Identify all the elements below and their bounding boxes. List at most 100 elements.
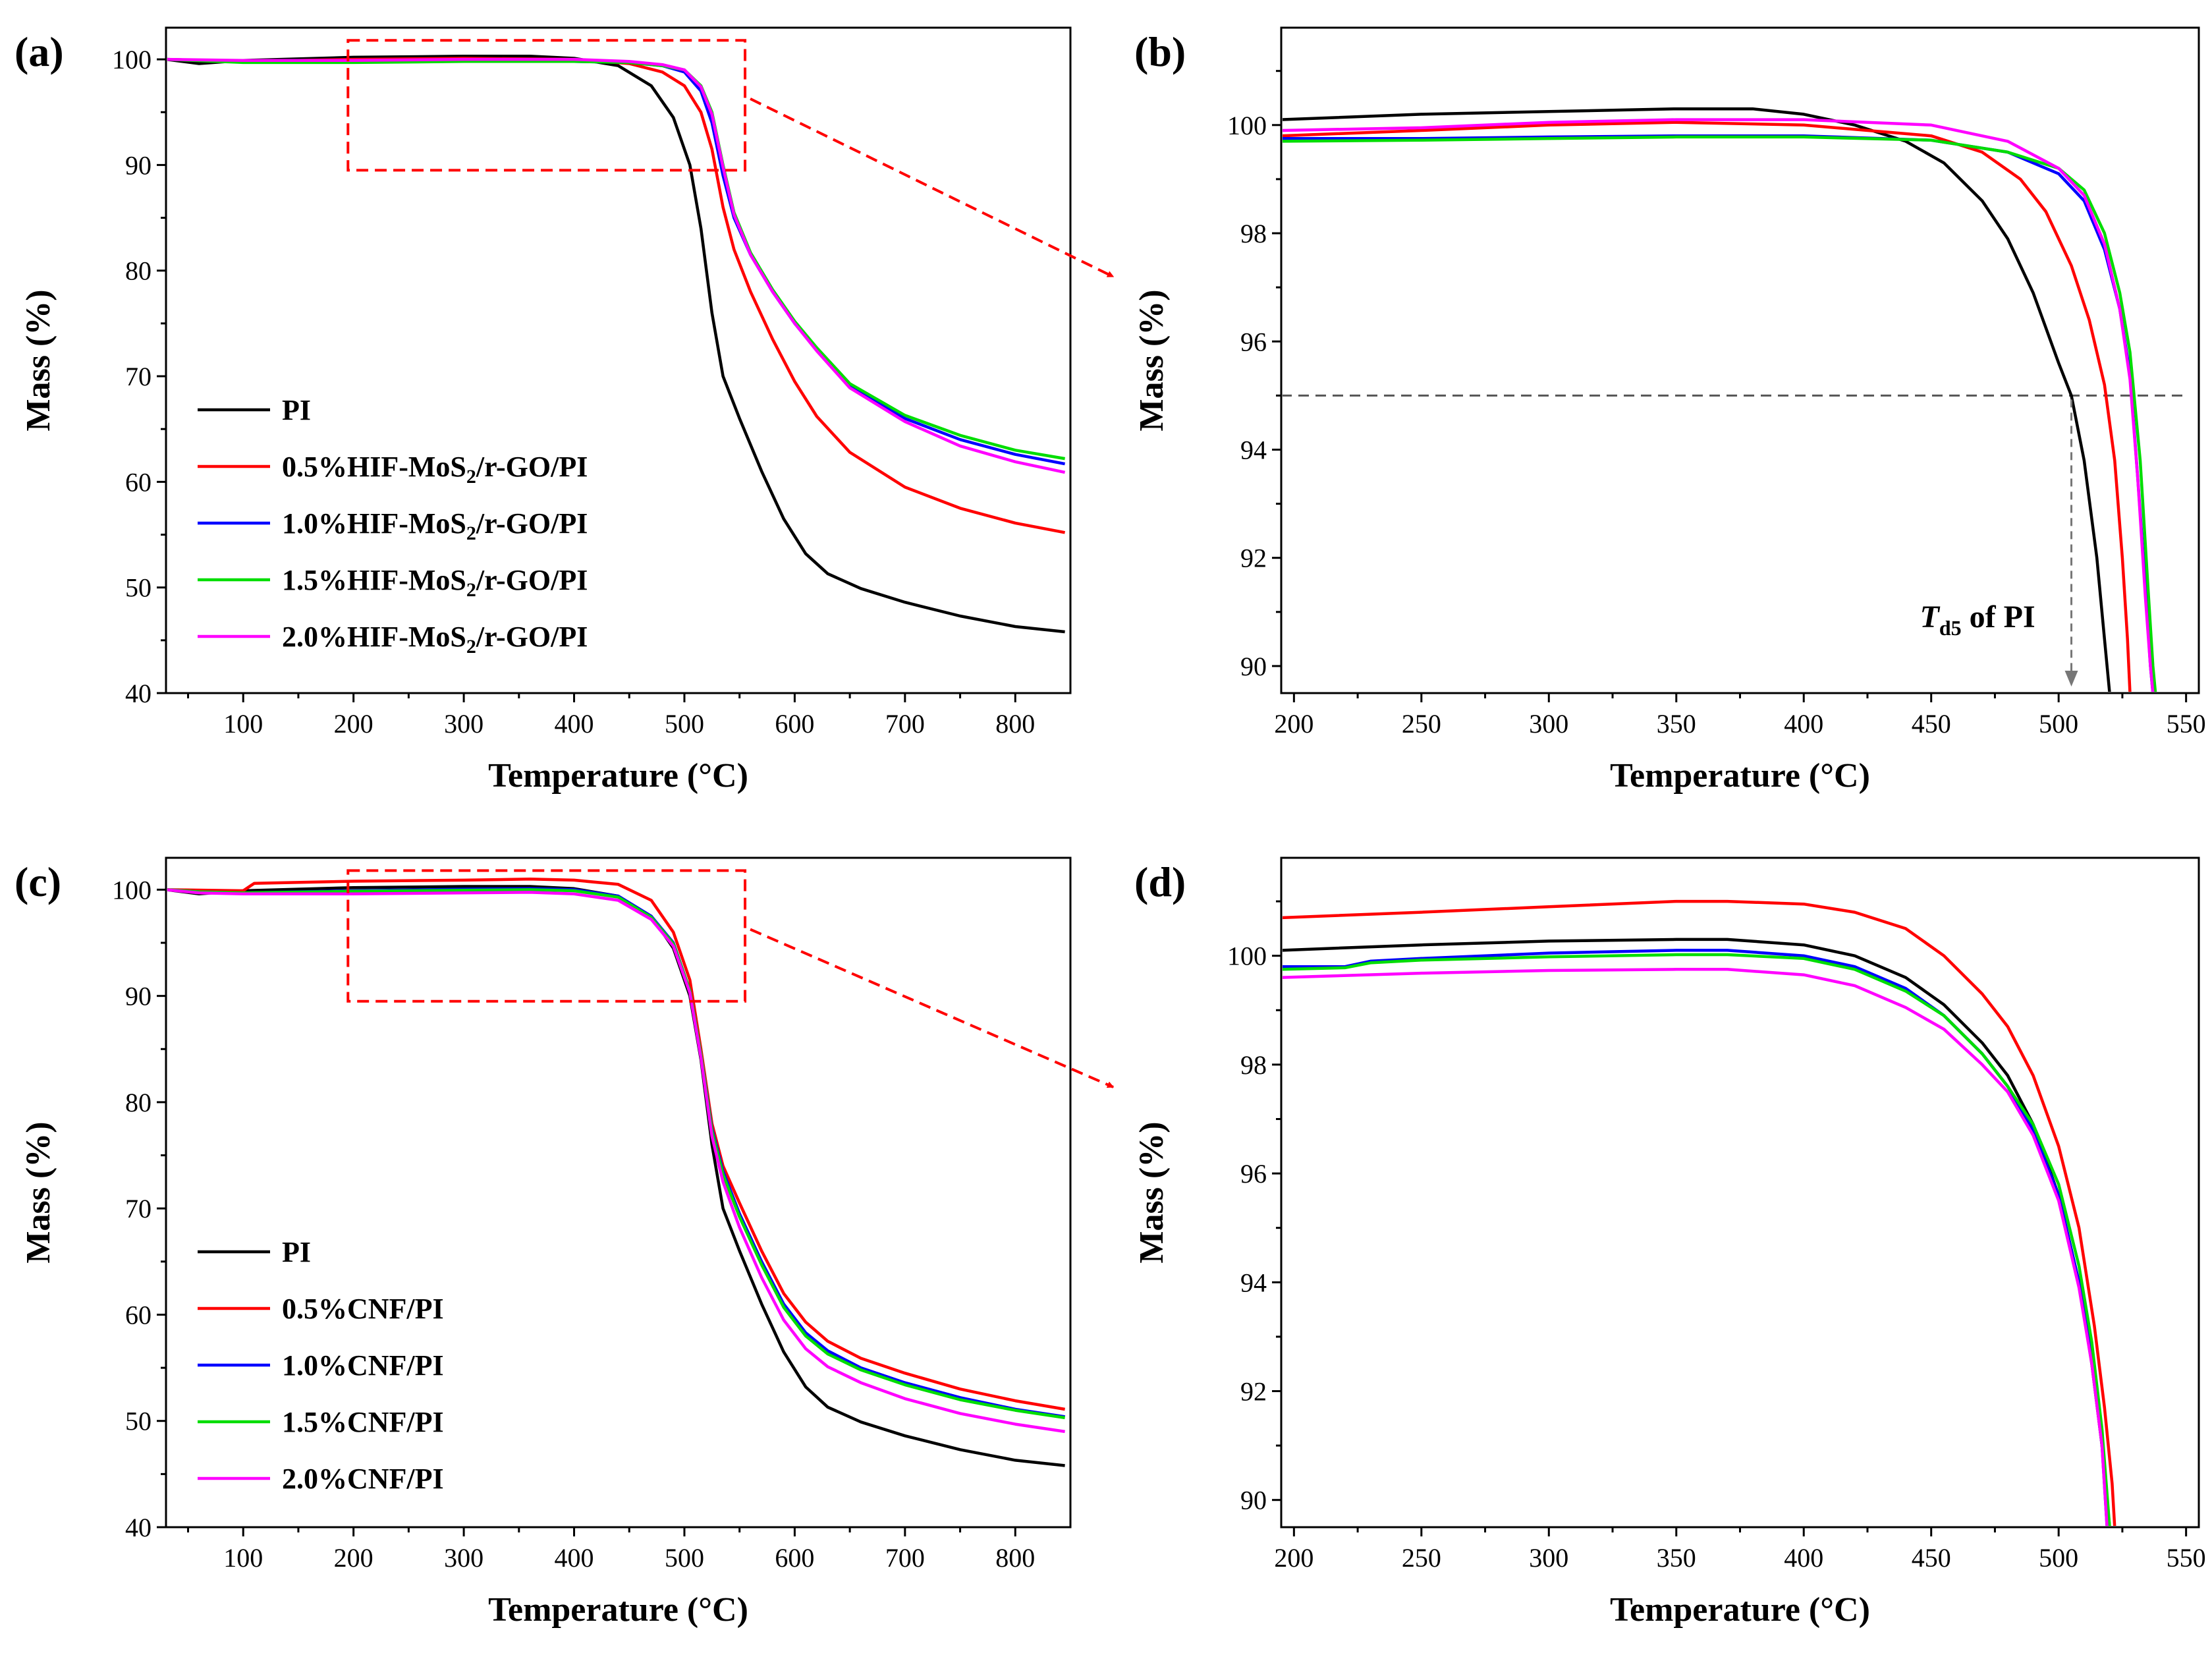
legend: PI 0.5%HIF-MoS2/r-GO/PI 1.0%HIF-MoS2/r-GO/…	[198, 394, 588, 658]
x-tick-label: 300	[1529, 1543, 1568, 1573]
zoom-arrow	[750, 928, 1113, 1087]
legend-label-5: 2.0%CNF/PI	[282, 1463, 444, 1495]
y-tick-label: 100	[1227, 111, 1267, 140]
x-tick-label: 800	[995, 1543, 1035, 1573]
x-tick-label: 500	[665, 1543, 704, 1573]
series-line-3	[1283, 949, 2109, 1526]
x-tick-label: 400	[1784, 709, 1823, 739]
series-line-2	[167, 878, 1065, 1411]
x-tick-label: 350	[1657, 1543, 1696, 1573]
y-tick-label: 60	[125, 467, 152, 497]
y-tick-label: 70	[125, 1194, 152, 1223]
legend-label-2: 0.5%HIF-MoS2/r-GO/PI	[282, 451, 588, 488]
x-tick-label: 200	[1274, 709, 1313, 739]
series-line-1	[167, 55, 1065, 634]
legend: PI 0.5%CNF/PI 1.0%CNF/PI 1.5%CNF/PI 2.0%CNF/…	[198, 1236, 444, 1495]
y-tick-label: 92	[1240, 1376, 1267, 1406]
plot-area	[167, 878, 1065, 1467]
y-tick-label: 90	[1240, 1486, 1267, 1515]
legend-label-4: 1.5%HIF-MoS2/r-GO/PI	[282, 564, 588, 601]
x-tick-label: 250	[1402, 1543, 1441, 1573]
y-tick-label: 96	[1240, 327, 1267, 356]
series-line-1	[1283, 107, 2111, 692]
x-tick-label: 300	[444, 1543, 484, 1573]
legend-label-1: PI	[282, 1236, 311, 1268]
series-line-2	[1283, 899, 2116, 1526]
x-tick-label: 400	[555, 709, 594, 739]
panel-label: (a)	[14, 28, 64, 75]
y-axis-label: Mass (%)	[1133, 289, 1171, 431]
x-tick-label: 200	[1274, 1543, 1313, 1573]
panel-2: 200 250 300 350 400 450 500 550 90 92 94 96 98 100 Tem…	[1133, 26, 2206, 795]
x-axis-label: Temperature (°C)	[1610, 1591, 1870, 1629]
y-tick-label: 40	[125, 1513, 152, 1542]
series-line-5	[167, 57, 1066, 474]
series-line-5	[1283, 118, 2155, 692]
x-tick-label: 250	[1402, 709, 1441, 739]
x-tick-label: 100	[223, 709, 263, 739]
series-line-5	[1283, 968, 2109, 1526]
legend-label-4: 1.5%CNF/PI	[282, 1406, 444, 1438]
x-axis-label: Temperature (°C)	[488, 757, 748, 795]
y-tick-label: 100	[112, 45, 152, 74]
y-tick-label: 90	[125, 150, 152, 180]
x-tick-label: 350	[1657, 709, 1696, 739]
y-tick-label: 70	[125, 362, 152, 391]
legend-label-1: PI	[282, 394, 311, 426]
x-tick-label: 300	[444, 709, 484, 739]
x-tick-label: 450	[1912, 709, 1951, 739]
series-line-4	[167, 888, 1065, 1420]
x-tick-label: 500	[2039, 709, 2078, 739]
x-tick-label: 550	[2167, 709, 2206, 739]
y-axis-label: Mass (%)	[20, 1121, 57, 1263]
legend-label-3: 1.0%HIF-MoS2/r-GO/PI	[282, 507, 588, 544]
x-tick-label: 550	[2167, 1543, 2206, 1573]
series-line-4	[1283, 953, 2111, 1526]
legend-label-5: 2.0%HIF-MoS2/r-GO/PI	[282, 621, 588, 658]
td5-arrow-head	[2064, 671, 2078, 687]
plot-area	[1283, 899, 2116, 1526]
y-tick-label: 80	[125, 256, 152, 286]
series-line-2	[1283, 121, 2132, 692]
panel-1: 100 200 300 400 500 600 700 800 40 50 60 70 80 90 100 T…	[14, 26, 1072, 795]
y-tick-label: 80	[125, 1088, 152, 1117]
x-tick-label: 600	[775, 709, 814, 739]
panel-3: 100 200 300 400 500 600 700 800 40 50 60 70 80 90 100 T…	[14, 856, 1072, 1629]
zoom-box	[346, 39, 747, 172]
y-tick-label: 94	[1240, 1268, 1267, 1297]
y-tick-label: 98	[1240, 1050, 1267, 1080]
panel-label: (b)	[1134, 28, 1186, 75]
panel-4: 200 250 300 350 400 450 500 550 90 92 94 96 98 100 Tem…	[1133, 856, 2206, 1629]
y-tick-label: 100	[1227, 941, 1267, 971]
legend-label-3: 1.0%CNF/PI	[282, 1349, 444, 1382]
x-tick-label: 200	[334, 1543, 373, 1573]
y-axis-label: Mass (%)	[1133, 1121, 1171, 1263]
panel-label: (c)	[14, 858, 61, 905]
axes-frame	[165, 856, 1072, 1529]
series-line-4	[1283, 135, 2157, 692]
x-axis-label: Temperature (°C)	[1610, 757, 1870, 795]
y-tick-label: 60	[125, 1300, 152, 1330]
x-tick-label: 500	[665, 709, 704, 739]
y-tick-label: 92	[1240, 544, 1267, 573]
y-tick-label: 96	[1240, 1159, 1267, 1189]
x-tick-label: 400	[555, 1543, 594, 1573]
x-tick-label: 450	[1912, 1543, 1951, 1573]
plot-area	[1283, 107, 2182, 692]
series-line-5	[167, 888, 1065, 1434]
td5-annotation: Td5 of PI	[1920, 600, 2035, 640]
y-tick-label: 40	[125, 679, 152, 708]
series-line-1	[1283, 938, 2111, 1526]
y-axis-label: Mass (%)	[20, 289, 57, 431]
panel-label: (d)	[1134, 858, 1186, 905]
zoom-arrow	[750, 98, 1113, 278]
zoom-box	[346, 869, 747, 1003]
x-tick-label: 500	[2039, 1543, 2078, 1573]
y-tick-label: 90	[125, 982, 152, 1011]
axes-frame	[165, 26, 1072, 694]
x-tick-label: 800	[995, 709, 1035, 739]
y-tick-label: 90	[1240, 652, 1267, 681]
y-tick-label: 98	[1240, 219, 1267, 248]
x-tick-label: 200	[334, 709, 373, 739]
